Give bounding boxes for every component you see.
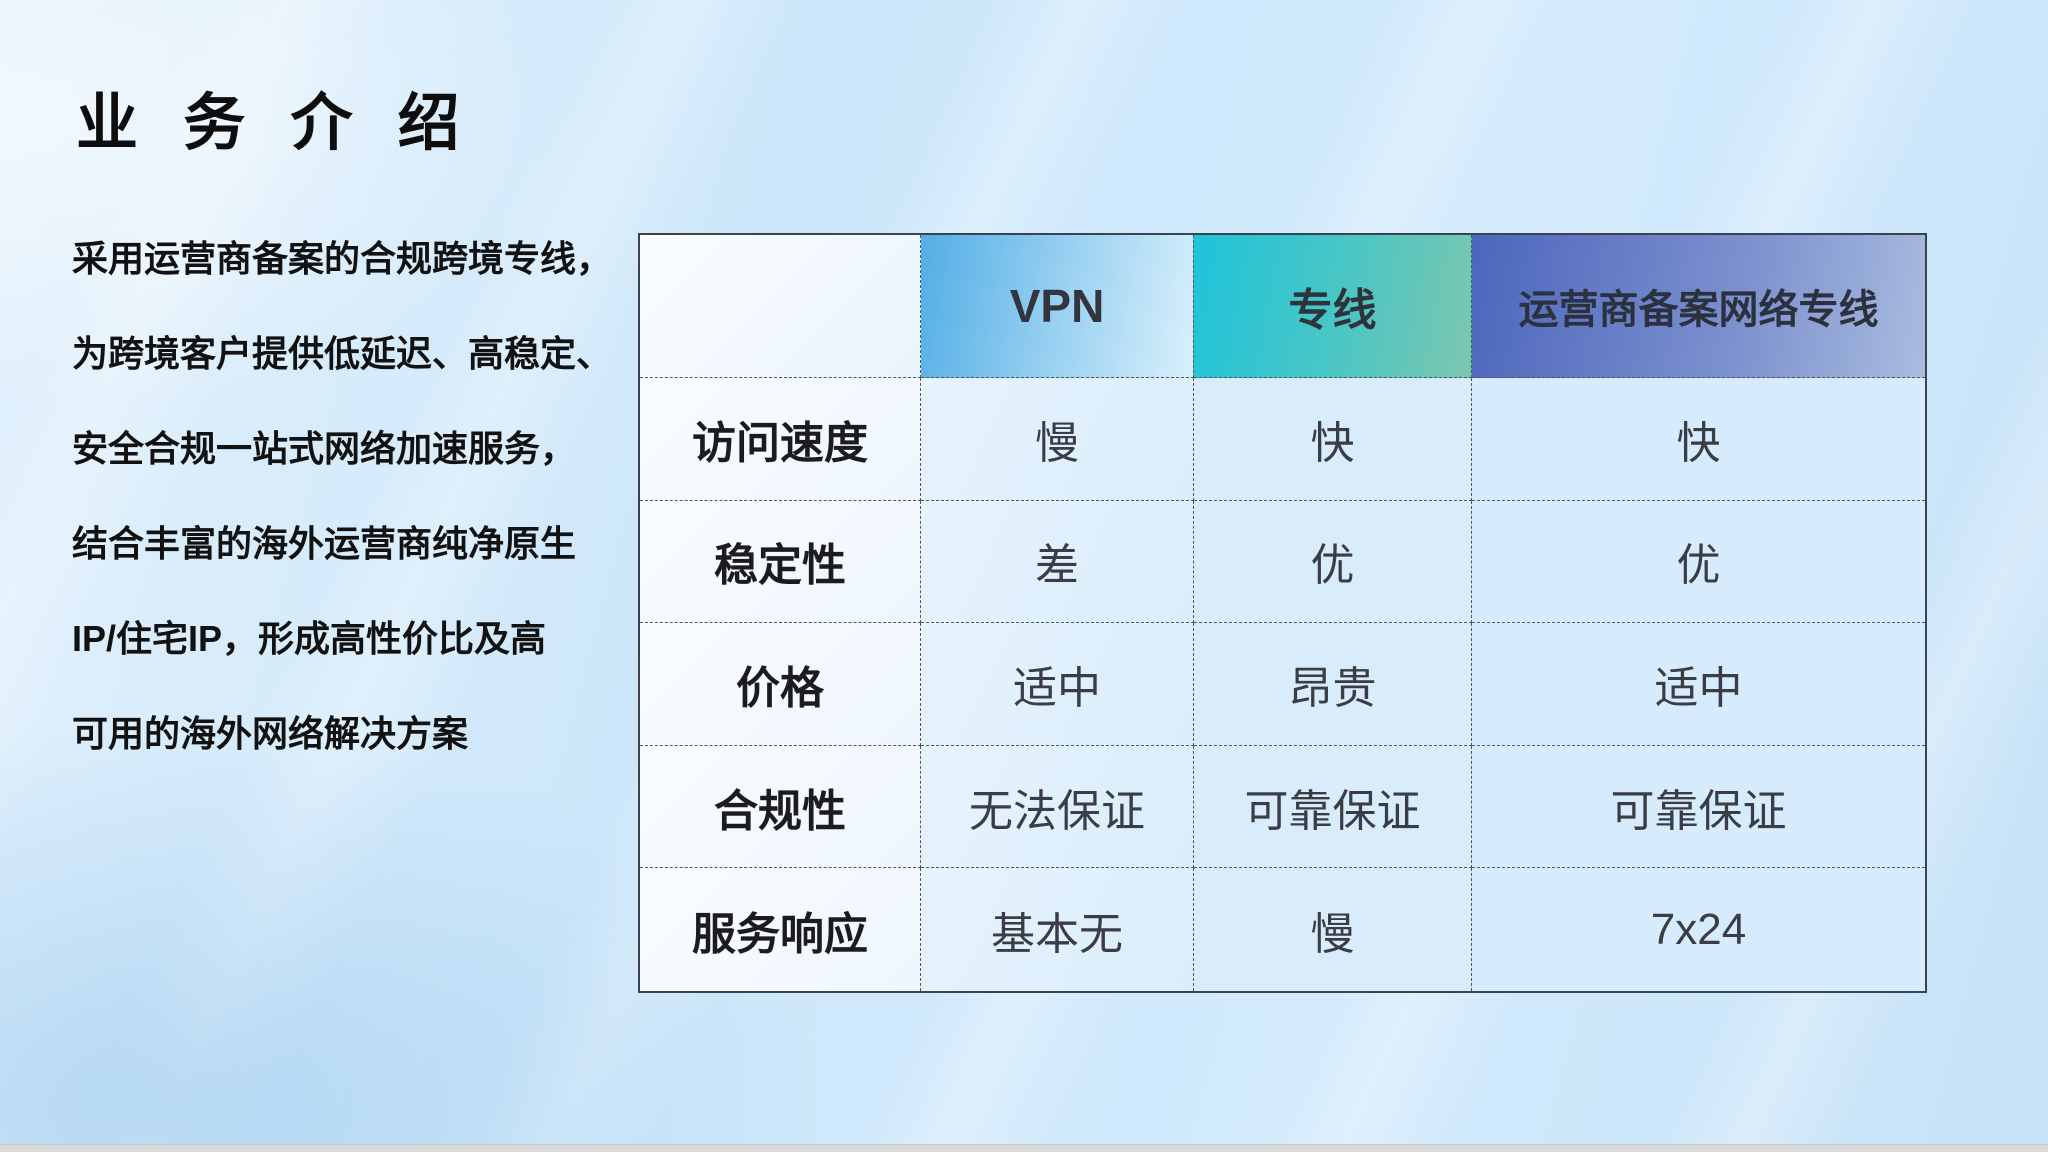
intro-line: 结合丰富的海外运营商纯净原生 <box>72 523 577 564</box>
cell-access-speed-carrier: 快 <box>1472 378 1925 501</box>
cell-service-response-carrier: 7x24 <box>1472 868 1925 991</box>
cell-access-speed-dedicated: 快 <box>1194 378 1472 501</box>
cell-stability-vpn: 差 <box>921 500 1194 624</box>
comparison-table: VPN 专线 运营商备案网络专线 访问速度 慢 快 快 稳定性 差 优 优 价格… <box>638 233 1927 993</box>
page-title: 业 务 介 绍 <box>76 89 474 158</box>
row-label-stability: 稳定性 <box>640 500 921 624</box>
table-header-vpn: VPN <box>921 235 1194 378</box>
cell-access-speed-vpn: 慢 <box>921 378 1194 501</box>
cell-compliance-dedicated: 可靠保证 <box>1194 745 1472 869</box>
cell-stability-carrier: 优 <box>1472 500 1925 624</box>
row-label-service-response: 服务响应 <box>640 868 921 991</box>
intro-line: 安全合规一站式网络加速服务， <box>72 428 577 469</box>
table-header-empty <box>640 235 921 378</box>
cell-service-response-vpn: 基本无 <box>921 868 1194 991</box>
table-header-carrier-line: 运营商备案网络专线 <box>1472 235 1925 378</box>
row-label-access-speed: 访问速度 <box>640 378 921 501</box>
intro-paragraph: 采用运营商备案的合规跨境专线， 为跨境客户提供低延迟、高稳定、 安全合规一站式网… <box>72 224 632 794</box>
cell-compliance-carrier: 可靠保证 <box>1472 745 1925 869</box>
bottom-edge-bar <box>0 1144 2048 1152</box>
table-header-dedicated-line: 专线 <box>1194 235 1472 378</box>
cell-compliance-vpn: 无法保证 <box>921 745 1194 869</box>
row-label-price: 价格 <box>640 623 921 746</box>
intro-line: 采用运营商备案的合规跨境专线， <box>72 238 613 279</box>
cell-price-dedicated: 昂贵 <box>1194 623 1472 746</box>
cell-price-vpn: 适中 <box>921 623 1194 746</box>
cell-stability-dedicated: 优 <box>1194 500 1472 624</box>
row-label-compliance: 合规性 <box>640 745 921 869</box>
cell-price-carrier: 适中 <box>1472 623 1925 746</box>
intro-line: IP/住宅IP，形成高性价比及高 <box>72 618 547 659</box>
intro-line: 可用的海外网络解决方案 <box>72 713 469 754</box>
intro-line: 为跨境客户提供低延迟、高稳定、 <box>72 333 613 374</box>
cell-service-response-dedicated: 慢 <box>1194 868 1472 991</box>
